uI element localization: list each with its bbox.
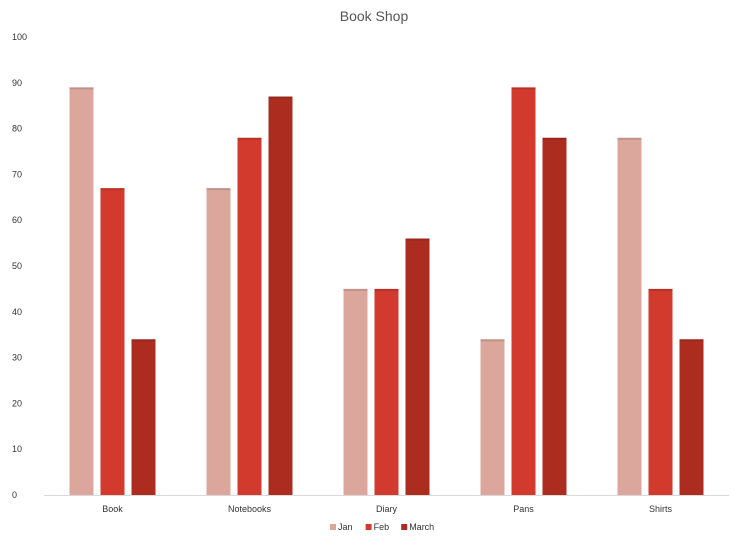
legend-label-march: March	[409, 522, 434, 532]
chart-title: Book Shop	[340, 8, 409, 24]
bar-notebooks-feb	[237, 137, 262, 495]
legend-label-feb: Feb	[374, 522, 390, 532]
y-tick-label: 100	[12, 32, 27, 42]
bar-top-edge	[405, 238, 430, 241]
bar-notebooks-jan	[206, 188, 231, 495]
y-axis-ticks: 0 10 20 30 40 50 60 70 80 90 100	[12, 32, 27, 500]
y-tick-label: 80	[12, 124, 22, 134]
bar-top-edge	[268, 96, 293, 99]
bar-shirts-feb	[648, 288, 673, 495]
bar-book-jan	[69, 87, 94, 495]
bar-diary-feb	[374, 288, 399, 495]
y-tick-label: 40	[12, 307, 22, 317]
legend-swatch-feb	[365, 524, 372, 530]
x-axis-labels: Book Notebooks Diary Pans Shirts	[102, 504, 672, 514]
bar-book-march	[131, 339, 156, 495]
bar-top-edge	[100, 188, 125, 191]
legend: Jan Feb March	[330, 522, 434, 532]
bar-pans-feb	[511, 87, 536, 495]
y-tick-label: 70	[12, 169, 22, 179]
legend-swatch-march	[401, 524, 408, 530]
bar-top-edge	[131, 339, 156, 342]
bar-top-edge	[206, 188, 231, 191]
bars	[69, 87, 704, 495]
legend-label-jan: Jan	[338, 522, 353, 532]
bar-book-feb	[100, 188, 125, 495]
legend-swatch-jan	[330, 524, 336, 530]
bar-top-edge	[617, 137, 642, 140]
bar-pans-jan	[480, 339, 505, 495]
bar-shirts-march	[679, 339, 704, 495]
bar-top-edge	[374, 288, 399, 291]
bar-top-edge	[679, 339, 704, 342]
x-tick-label: Pans	[513, 504, 534, 514]
y-tick-label: 50	[12, 261, 22, 271]
bar-top-edge	[480, 339, 505, 342]
y-tick-label: 0	[12, 490, 17, 500]
bar-top-edge	[542, 137, 567, 140]
bar-shirts-jan	[617, 137, 642, 495]
x-tick-label: Notebooks	[228, 504, 272, 514]
bar-top-edge	[648, 288, 673, 291]
bar-top-edge	[69, 87, 94, 90]
bar-diary-jan	[343, 288, 368, 495]
y-tick-label: 60	[12, 215, 22, 225]
y-tick-label: 10	[12, 444, 22, 454]
x-tick-label: Book	[102, 504, 123, 514]
bar-top-edge	[511, 87, 536, 90]
bar-notebooks-march	[268, 96, 293, 495]
bar-diary-march	[405, 238, 430, 495]
y-tick-label: 30	[12, 353, 22, 363]
bar-pans-march	[542, 137, 567, 495]
bar-top-edge	[237, 137, 262, 140]
x-tick-label: Diary	[376, 504, 398, 514]
bar-top-edge	[343, 288, 368, 291]
y-tick-label: 90	[12, 78, 22, 88]
y-tick-label: 20	[12, 398, 22, 408]
x-tick-label: Shirts	[649, 504, 673, 514]
